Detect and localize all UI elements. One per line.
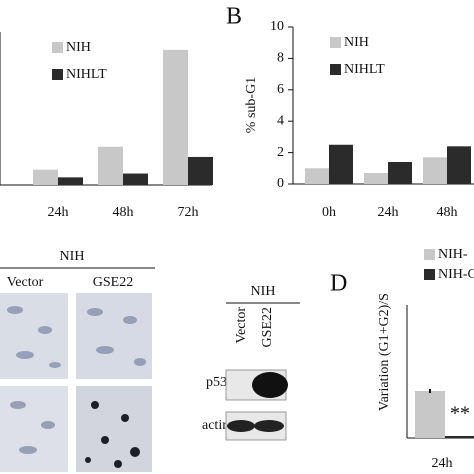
legend-label: NIH: [344, 35, 369, 50]
bar: [423, 157, 447, 184]
legend-swatch: [424, 249, 435, 260]
bar: [33, 169, 58, 185]
x-tick-label: 24h: [432, 456, 453, 471]
lane-label: GSE22: [260, 307, 275, 347]
bar: [447, 146, 471, 184]
y-axis-label: Variation (G1+G2)/S: [377, 293, 392, 411]
bar: [58, 177, 83, 185]
legend-label: NIH-: [438, 247, 468, 262]
bar: [388, 162, 412, 184]
legend-swatch: [52, 69, 63, 80]
blot-group: NIH: [251, 284, 276, 299]
panel-label: B: [226, 4, 242, 30]
x-tick-label: 48h: [113, 205, 134, 220]
panel-label: D: [330, 271, 347, 297]
legend-label: NIHLT: [344, 62, 385, 77]
bar: [364, 173, 388, 184]
bar: [98, 146, 123, 185]
micrographs: [0, 293, 152, 472]
legend-swatch: [52, 42, 63, 53]
bar: [329, 144, 353, 184]
y-tick-label: 4: [277, 113, 284, 128]
legend-label: NIHLT: [66, 67, 107, 82]
group-label: NIH: [60, 249, 85, 264]
lane-label: Vector: [234, 307, 249, 344]
x-tick-label: 24h: [48, 205, 69, 220]
significance: **: [450, 403, 470, 425]
row-label: actin: [202, 418, 229, 433]
bar: [445, 436, 474, 438]
x-tick-label: 48h: [437, 205, 458, 220]
column-label: Vector: [7, 275, 44, 290]
legend-swatch: [330, 37, 341, 48]
x-tick-label: 0h: [322, 205, 336, 220]
legend-label: NIH: [66, 40, 91, 55]
y-tick-label: 6: [277, 82, 284, 97]
y-tick-label: 0: [277, 176, 284, 191]
legend-swatch: [424, 269, 435, 280]
bar: [415, 391, 445, 438]
row-label: p53: [206, 375, 227, 390]
blot: [225, 369, 288, 441]
legend-swatch: [330, 64, 341, 75]
x-tick-label: 24h: [378, 205, 399, 220]
bar: [305, 168, 329, 184]
y-tick-label: 8: [277, 51, 284, 66]
column-label: GSE22: [93, 275, 133, 290]
y-tick-label: 2: [277, 145, 284, 160]
y-tick-label: 10: [270, 19, 284, 34]
bar: [188, 156, 213, 185]
y-axis-label: % sub-G1: [244, 77, 259, 133]
x-tick-label: 72h: [178, 205, 199, 220]
bar: [123, 173, 148, 185]
bar: [163, 49, 188, 185]
legend-label: NIH-G: [438, 267, 474, 282]
